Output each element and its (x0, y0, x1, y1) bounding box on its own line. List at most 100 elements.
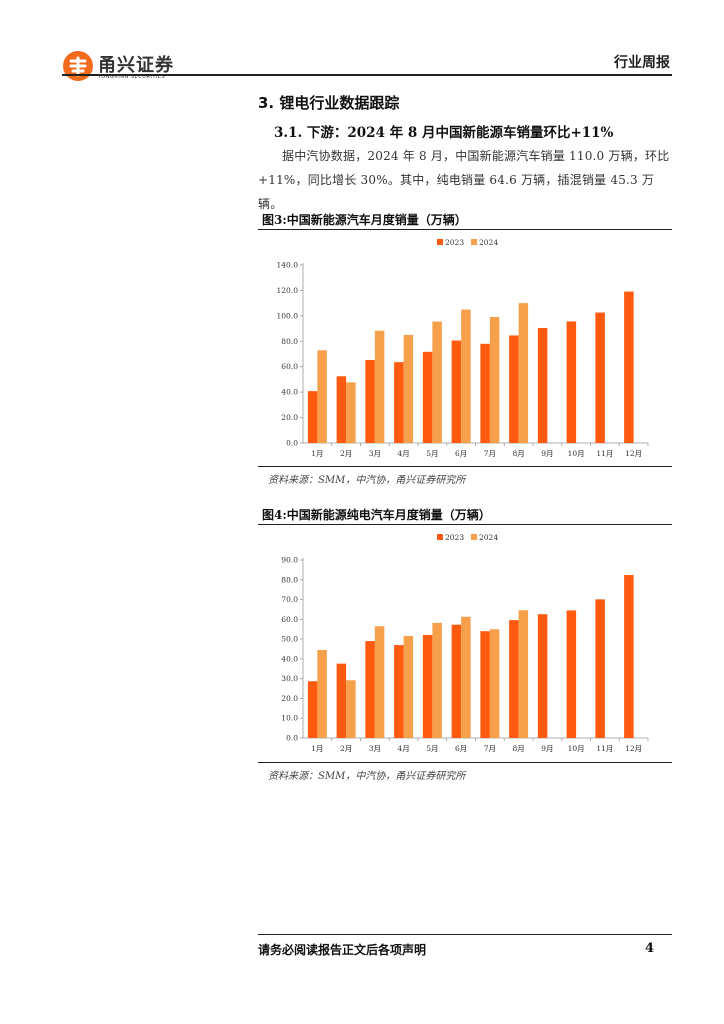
x-tick-label: 6月 (455, 449, 467, 458)
y-tick-label: 100.0 (277, 311, 299, 320)
y-tick-label: 10.0 (281, 714, 298, 723)
y-tick-label: 0.0 (286, 734, 298, 743)
bar-2023-2 (336, 376, 347, 443)
legend-swatch-2023 (437, 239, 443, 245)
bar-2023-11 (595, 599, 605, 738)
legend-swatch-2024 (471, 239, 477, 245)
y-tick-label: 20.0 (281, 694, 298, 703)
bar-2023-12 (624, 291, 634, 443)
bar-2024-7 (489, 317, 500, 443)
x-tick-label: 8月 (512, 744, 524, 753)
legend-label-2023: 2023 (445, 238, 464, 247)
bars (307, 291, 634, 443)
x-tick-label: 3月 (369, 744, 381, 753)
bar-2023-4 (394, 645, 404, 738)
y-tick-label: 140.0 (277, 261, 299, 270)
bar-2023-6 (451, 624, 462, 738)
y-tick-label: 50.0 (281, 635, 298, 644)
footer-disclaimer: 请务必阅读报告正文后各项声明 (258, 943, 427, 957)
figure-4-source: 资料来源：SMM，中汽协，甬兴证券研究所 (268, 771, 466, 782)
bar-2023-9 (537, 328, 548, 443)
bar-2024-8 (518, 303, 529, 443)
header-divider (62, 74, 672, 76)
x-tick-label: 7月 (484, 744, 496, 753)
x-tick-label: 5月 (426, 449, 438, 458)
x-tick-label: 9月 (541, 449, 553, 458)
bar-2024-6 (461, 616, 471, 738)
bar-2023-12 (624, 575, 634, 738)
x-tick-label: 6月 (455, 744, 467, 753)
legend-label-2023: 2023 (445, 533, 464, 542)
y-tick-label: 40.0 (281, 388, 298, 397)
bar-2024-1 (317, 350, 327, 443)
bar-2024-3 (374, 626, 385, 738)
figure-3-top-rule (258, 229, 672, 230)
y-tick-label: 90.0 (281, 556, 298, 565)
bar-2024-4 (403, 334, 414, 443)
y-tick-label: 30.0 (281, 674, 298, 683)
legend-label-2024: 2024 (479, 238, 498, 247)
section-title: 3. 锂电行业数据跟踪 (258, 94, 400, 112)
x-tick-label: 2月 (340, 449, 352, 458)
logo-text-en: YONGXING SECURITIES (98, 74, 166, 80)
bar-2023-2 (336, 663, 347, 738)
legend-label-2024: 2024 (479, 533, 498, 542)
legend-swatch-2023 (437, 534, 443, 540)
bar-2024-8 (518, 610, 529, 738)
bars (307, 575, 634, 738)
x-tick-label: 11月 (596, 744, 613, 753)
y-tick-label: 40.0 (281, 654, 298, 663)
y-tick-label: 80.0 (281, 337, 298, 346)
chart-4-svg: 2023 2024 0.0 10.0 20.0 30.0 40.0 50.0 60.0 70.0 8… (281, 533, 649, 753)
x-tick-label: 5月 (426, 744, 438, 753)
y-tick-label: 120.0 (277, 286, 299, 295)
subsection-title: 3.1. 下游：2024 年 8 月中国新能源车销量环比+11% (274, 125, 614, 141)
figure-4-top-rule (258, 524, 672, 525)
bar-2023-10 (566, 610, 577, 738)
figure-4-title: 图4:中国新能源纯电汽车月度销量（万辆） (262, 508, 491, 522)
body-paragraph: 据中汽协数据，2024 年 8 月，中国新能源汽车销量 110.0 万辆，环比+… (258, 149, 670, 211)
logo-mark-icon (63, 51, 93, 81)
bar-2023-4 (394, 362, 404, 443)
bar-2023-3 (365, 641, 375, 738)
bar-2024-4 (403, 635, 414, 738)
bar-2023-6 (451, 340, 462, 443)
figure-3-bottom-rule (258, 466, 672, 467)
logo-text-cn: 甬兴证券 (98, 55, 174, 76)
figure-3-source: 资料来源：SMM，中汽协，甬兴证券研究所 (268, 475, 466, 486)
bar-2024-1 (317, 649, 327, 738)
bar-2023-9 (537, 614, 548, 738)
x-tick-label: 10月 (568, 744, 585, 753)
x-tick-label: 12月 (625, 744, 642, 753)
bar-2024-2 (346, 680, 356, 738)
y-tick-label: 70.0 (281, 595, 298, 604)
x-tick-label: 2月 (340, 744, 352, 753)
bar-2024-5 (432, 321, 442, 443)
report-type: 行业周报 (614, 55, 670, 71)
y-tick-label: 60.0 (281, 362, 298, 371)
bar-2023-5 (422, 634, 433, 738)
y-tick-label: 0.0 (286, 439, 298, 448)
bar-2023-8 (509, 335, 519, 443)
bar-2023-5 (422, 351, 433, 443)
chart-3-svg: 2023 2024 0.0 20.0 40.0 60.0 80.0 100.0 120.0 140… (277, 238, 649, 458)
x-tick-label: 10月 (568, 449, 585, 458)
y-axis: 0.0 20.0 40.0 60.0 80.0 100.0 120.0 140.0 (277, 261, 304, 448)
bar-2023-11 (595, 312, 605, 443)
chart-legend: 2023 2024 (437, 238, 498, 247)
figure-4-bottom-rule (258, 762, 672, 763)
y-tick-label: 60.0 (281, 615, 298, 624)
chart-legend: 2023 2024 (437, 533, 498, 542)
figure-3-chart: 2023 2024 0.0 20.0 40.0 60.0 80.0 100.0 120.0 140… (258, 231, 672, 465)
bar-2023-3 (365, 359, 375, 443)
bar-2023-7 (480, 631, 490, 738)
y-axis: 0.0 10.0 20.0 30.0 40.0 50.0 60.0 70.0 80.0 90.0 (281, 556, 304, 743)
x-tick-label: 8月 (512, 449, 524, 458)
page-number: 4 (644, 941, 654, 956)
x-tick-label: 7月 (484, 449, 496, 458)
x-tick-label: 4月 (397, 449, 409, 458)
bar-2024-3 (374, 330, 385, 443)
y-tick-label: 20.0 (281, 413, 298, 422)
x-tick-label: 3月 (369, 449, 381, 458)
bar-2023-1 (307, 391, 318, 443)
